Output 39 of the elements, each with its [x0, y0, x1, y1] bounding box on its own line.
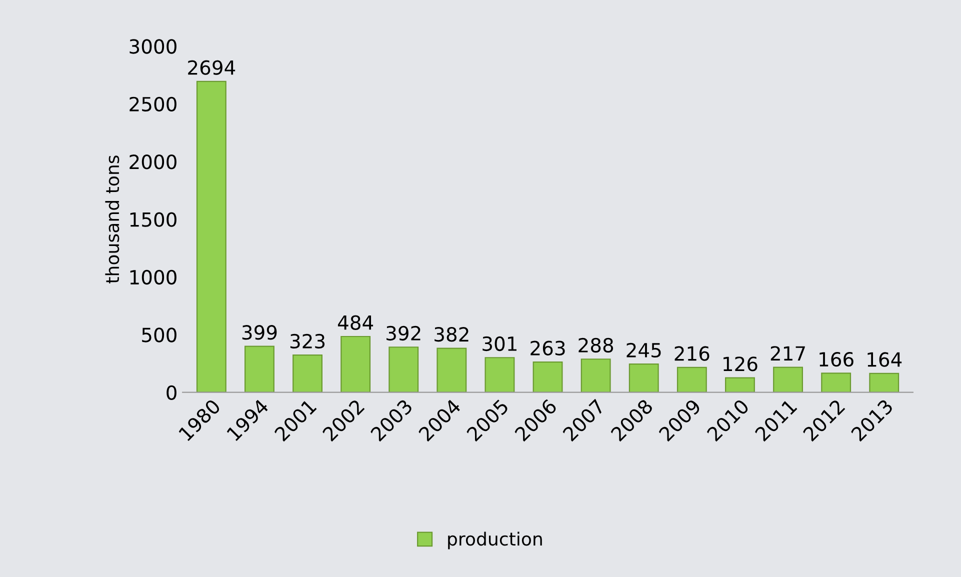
bar	[484, 357, 515, 392]
data-label: 166	[820, 352, 854, 367]
bar	[340, 336, 371, 392]
y-tick-label: 1000	[130, 270, 176, 285]
y-axis-title: thousand tons	[105, 156, 120, 284]
data-label: 164	[868, 352, 902, 367]
data-label: 263	[530, 340, 565, 356]
bar	[773, 366, 803, 392]
data-label: 484	[338, 315, 374, 330]
data-label: 288	[578, 338, 614, 353]
y-tick-label: 0	[166, 385, 176, 400]
y-tick-label: 500	[142, 328, 176, 342]
y-tick-label: 1500	[130, 212, 176, 227]
y-tick-label: 2500	[130, 96, 176, 112]
bar	[821, 372, 852, 392]
bar	[869, 372, 900, 392]
bar	[725, 377, 755, 392]
bar	[388, 346, 419, 392]
legend-label: production	[448, 532, 542, 550]
data-label: 126	[724, 356, 758, 372]
data-label: 323	[290, 334, 325, 349]
bar	[532, 361, 563, 392]
data-label: 2694	[188, 60, 236, 75]
bar	[628, 364, 659, 392]
data-label: 245	[626, 342, 661, 358]
bar	[196, 80, 226, 392]
data-label: 392	[386, 326, 420, 341]
data-label: 301	[482, 336, 516, 352]
data-label: 217	[770, 346, 805, 360]
bar	[676, 366, 707, 392]
data-label: 399	[242, 325, 277, 340]
data-label: 382	[434, 327, 468, 342]
data-label: 216	[674, 346, 710, 361]
bar	[244, 346, 274, 392]
bar	[580, 358, 611, 392]
y-tick-label: 2000	[130, 154, 176, 170]
bar	[436, 348, 467, 392]
bar	[292, 354, 322, 392]
y-tick-label: 3000	[130, 39, 176, 54]
